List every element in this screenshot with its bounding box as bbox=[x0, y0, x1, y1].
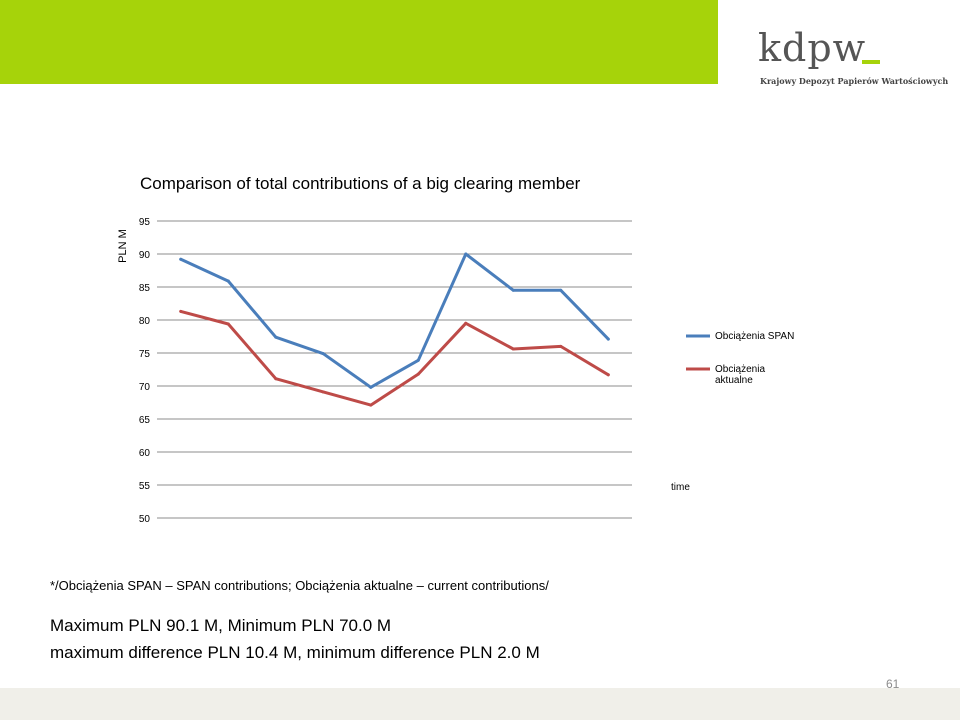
y-axis-label: PLN M bbox=[117, 229, 129, 263]
series-2-point bbox=[321, 390, 325, 394]
legend-label-2: Obciążenia aktualne bbox=[715, 364, 765, 386]
series-1-point bbox=[369, 385, 373, 389]
series-2-point bbox=[416, 372, 420, 376]
y-tick-label: 50 bbox=[139, 514, 151, 525]
series-1-point bbox=[559, 288, 563, 292]
y-tick-label: 80 bbox=[139, 316, 151, 327]
series-2-point bbox=[464, 321, 468, 325]
series-1-point bbox=[226, 279, 230, 283]
y-tick-label: 55 bbox=[139, 481, 151, 492]
series-1-point bbox=[416, 358, 420, 362]
kdpw-logo: kdpw Krajowy Depozyt Papierów Wartościow… bbox=[758, 26, 948, 92]
y-tick-label: 75 bbox=[139, 349, 151, 360]
series-2-point bbox=[226, 322, 230, 326]
series-1-point bbox=[179, 257, 183, 261]
legend-label-1: Obciążenia SPAN bbox=[715, 331, 794, 342]
logo-subtitle: Krajowy Depozyt Papierów Wartościowych bbox=[760, 76, 949, 86]
series-line-2 bbox=[179, 309, 610, 407]
summary-line-2: maximum difference PLN 10.4 M, minimum d… bbox=[50, 643, 540, 662]
series-1-point bbox=[464, 252, 468, 256]
series-2-point bbox=[606, 373, 610, 377]
chart-title: Comparison of total contributions of a b… bbox=[140, 174, 581, 193]
series-2-point bbox=[559, 344, 563, 348]
series-2-point bbox=[511, 347, 515, 351]
line-chart: 50 55 60 65 70 75 80 85 90 95 PLN M time Obciążenia … bbox=[117, 217, 794, 525]
series-2-point bbox=[179, 309, 183, 313]
footnote: */Obciążenia SPAN – SPAN contributions; … bbox=[50, 578, 549, 593]
series-line-1 bbox=[179, 252, 610, 389]
series-1-point bbox=[321, 352, 325, 356]
logo-wordmark: kdpw bbox=[758, 26, 867, 70]
y-tick-label: 85 bbox=[139, 283, 151, 294]
y-tick-label: 65 bbox=[139, 415, 151, 426]
series-1-point bbox=[606, 337, 610, 341]
y-tick-label: 70 bbox=[139, 382, 151, 393]
y-tick-label: 60 bbox=[139, 448, 151, 459]
footer-band bbox=[0, 688, 960, 720]
summary-line-1: Maximum PLN 90.1 M, Minimum PLN 70.0 M bbox=[50, 616, 392, 635]
series-1-point bbox=[274, 335, 278, 339]
header-green-band bbox=[0, 0, 718, 84]
page-number: 61 bbox=[886, 677, 900, 691]
y-tick-label: 95 bbox=[139, 217, 151, 228]
logo-underscore bbox=[862, 60, 880, 64]
y-tick-label: 90 bbox=[139, 250, 151, 261]
series-2-point bbox=[369, 403, 373, 407]
x-axis-label: time bbox=[671, 482, 690, 493]
series-2-point bbox=[274, 377, 278, 381]
series-1-point bbox=[511, 288, 515, 292]
